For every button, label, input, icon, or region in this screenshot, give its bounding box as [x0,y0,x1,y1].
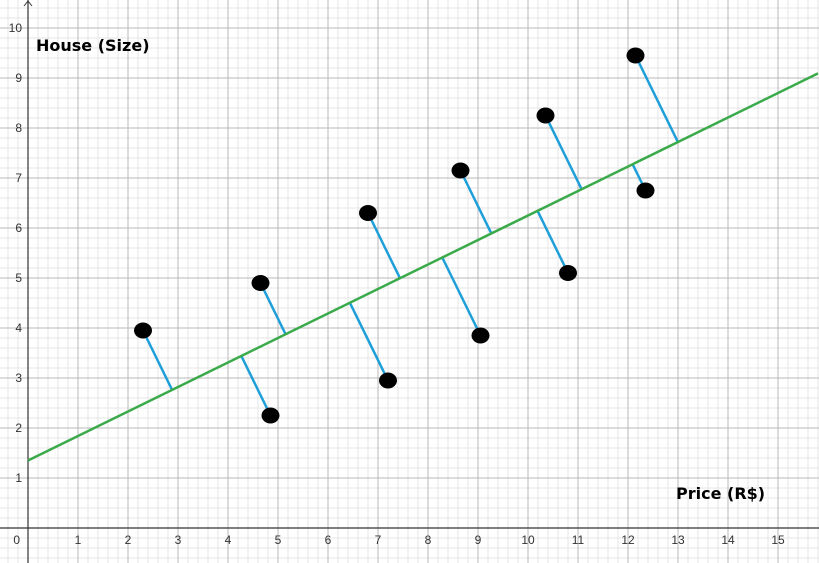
x-axis-label: Price (R$) [676,484,766,503]
x-tick-label: 10 [521,533,535,547]
residual-line [441,256,482,337]
x-tick-label: 7 [375,533,382,547]
y-tick-label: 1 [15,471,22,485]
y-tick-label: 3 [15,371,22,385]
data-point [251,275,270,291]
x-tick-label: 5 [275,533,282,547]
data-point [536,107,555,124]
residual-line [240,355,272,417]
data-point [559,265,577,281]
data-point [379,372,397,389]
residual-line [259,282,287,335]
x-tick-label: 8 [425,533,432,547]
x-tick-label: 11 [572,533,585,547]
y-tick-label: 10 [9,21,23,35]
x-tick-label: 6 [325,533,332,547]
y-tick-label: 7 [15,171,22,185]
residual-line [634,54,680,143]
x-tick-label: 15 [771,533,785,547]
residual-line [459,169,493,235]
y-tick-label: 4 [15,321,22,335]
data-point [636,182,655,199]
data-point [359,205,377,221]
y-tick-label: 2 [15,421,22,435]
y-axis-label: House (Size) [36,36,150,55]
regression-line [27,72,819,462]
origin-tick-label: 0 [13,533,20,547]
data-point [451,162,470,179]
data-point [626,47,645,64]
residual-lines [141,54,680,417]
residual-line [544,114,583,190]
y-tick-label: 6 [15,221,22,235]
x-tick-label: 9 [475,533,482,547]
residual-line [536,210,570,274]
x-tick-label: 12 [621,533,635,547]
data-point [134,322,152,339]
x-tick-label: 13 [671,533,685,547]
residual-line [348,302,390,382]
data-point [261,407,280,424]
regression-line-group [27,72,819,462]
x-tick-label: 3 [175,533,182,547]
residual-line [366,212,402,279]
y-tick-label: 8 [15,121,22,135]
x-tick-label: 2 [125,533,132,547]
y-axis-arrow [23,0,33,7]
x-tick-label: 1 [75,533,82,547]
data-point [471,327,490,344]
x-tick-label: 4 [225,533,232,547]
x-tick-label: 14 [721,533,735,547]
y-tick-label: 9 [15,71,22,85]
residual-line [141,329,174,391]
y-tick-label: 5 [15,271,22,285]
data-points [134,47,655,424]
